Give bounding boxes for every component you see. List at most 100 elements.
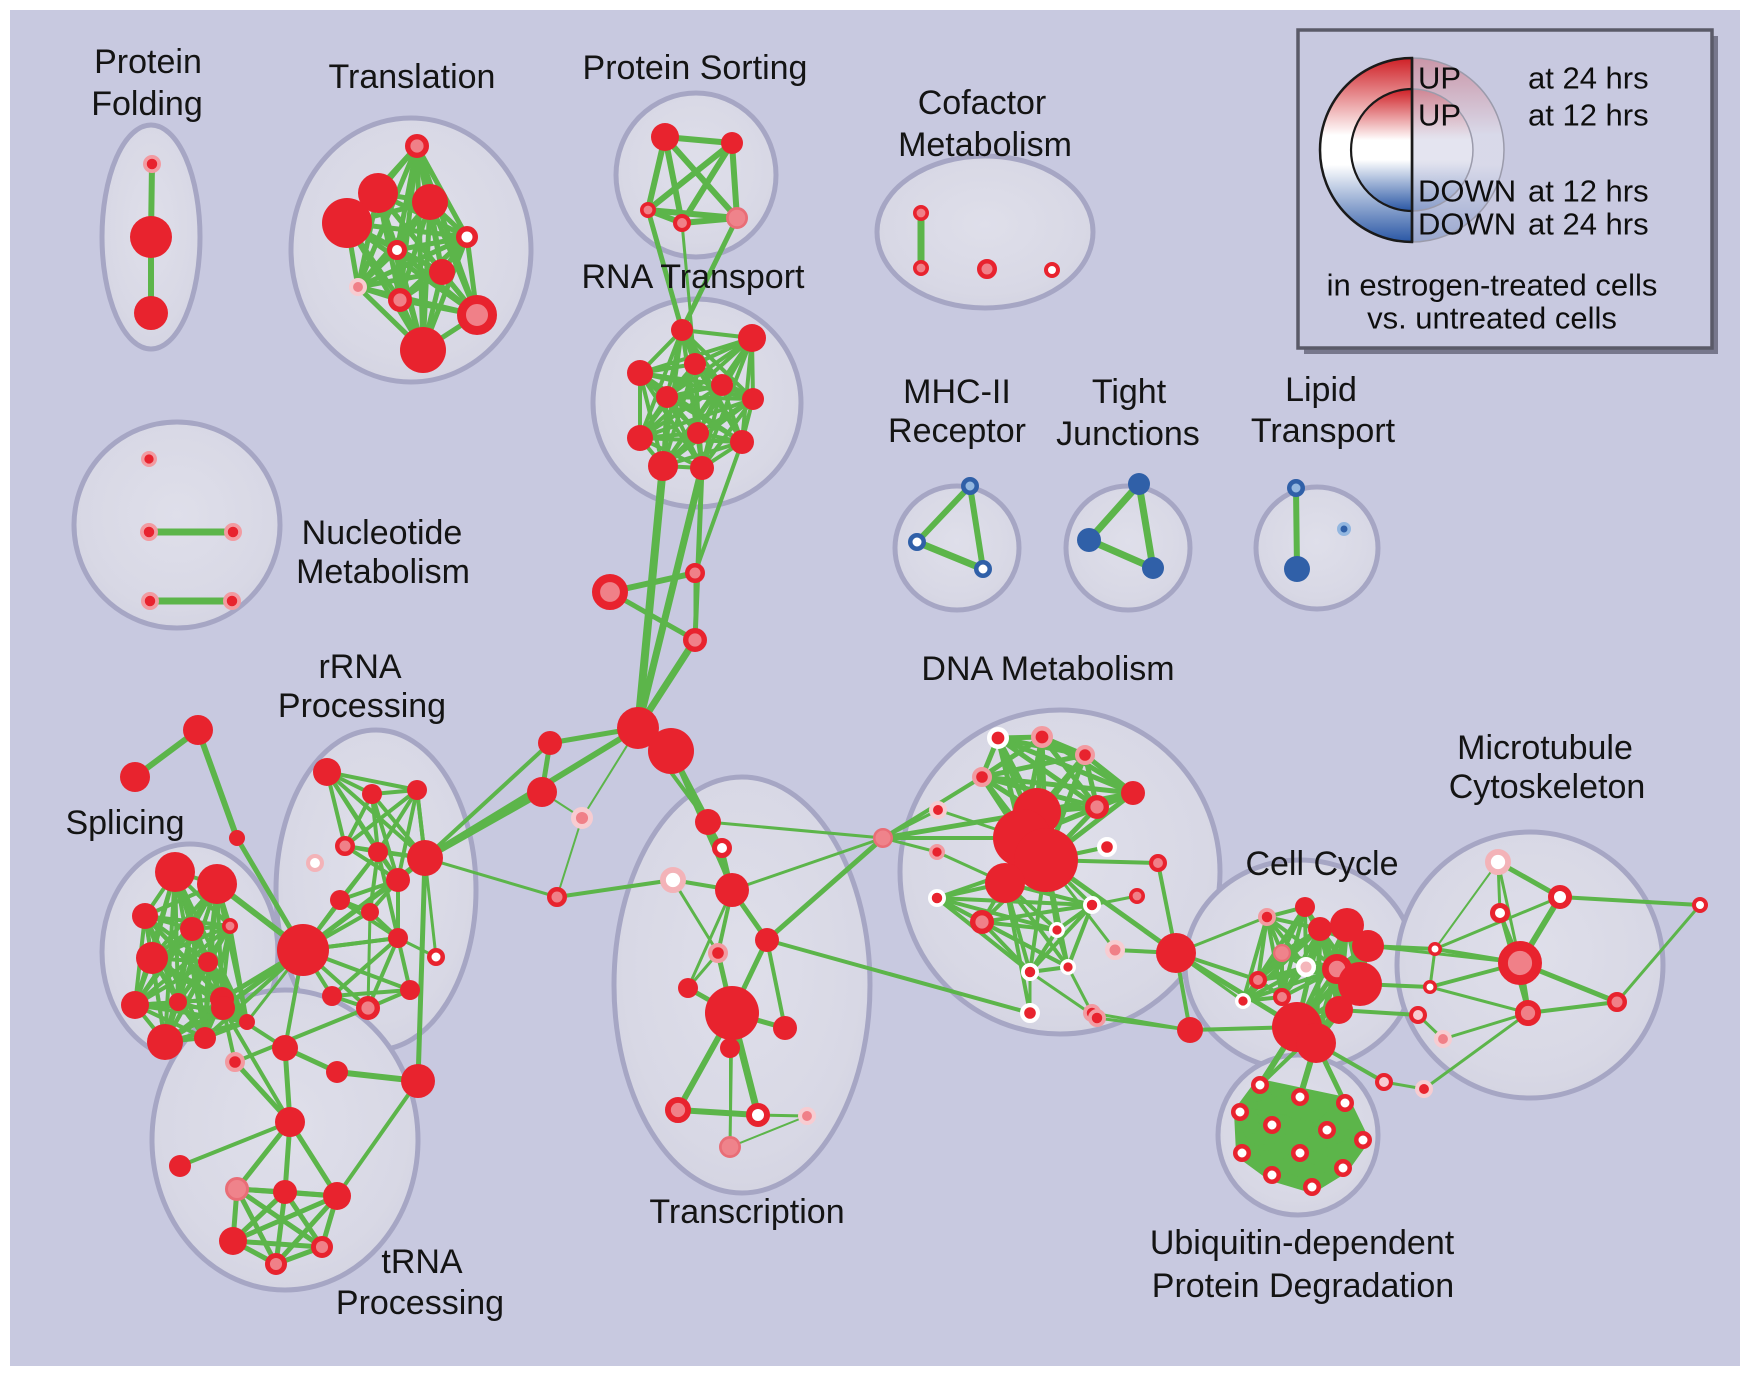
network-edge [634, 464, 706, 732]
legend-down12-time: at 12 hrs [1528, 174, 1649, 209]
network-node [1415, 1080, 1434, 1099]
network-node [330, 890, 350, 910]
network-edge [230, 1238, 325, 1250]
network-edge [979, 734, 1045, 780]
network-edge [228, 924, 249, 1024]
network-node [223, 523, 242, 542]
network-node [1031, 725, 1054, 748]
network-edge [376, 850, 400, 940]
network-edge [423, 856, 559, 899]
network-edge [221, 1006, 292, 1124]
network-edge [1090, 1011, 1192, 1032]
cluster-label-cc: Cell Cycle [1245, 845, 1398, 883]
network-node [1273, 944, 1291, 962]
legend-graphic [1296, 28, 1718, 354]
network-edge [675, 1107, 761, 1118]
network-node [361, 903, 379, 921]
cluster-label-mt: Cytoskeleton [1449, 768, 1646, 806]
network-node [648, 728, 694, 774]
network-node [912, 205, 929, 222]
network-node [1273, 988, 1292, 1007]
network-node [651, 123, 679, 151]
network-node [427, 948, 445, 966]
network-node [1434, 1030, 1453, 1049]
network-node [659, 866, 686, 893]
cluster-label-cof: Cofactor [918, 84, 1047, 122]
network-node [719, 1136, 741, 1158]
network-edge [765, 938, 787, 1030]
network-edge [273, 1189, 288, 1267]
network-edge [133, 960, 210, 1007]
cluster-label-mhc: Receptor [888, 412, 1026, 450]
network-edge [273, 1193, 340, 1267]
network-edge [195, 727, 240, 841]
network-node [348, 277, 367, 296]
network-node [730, 430, 754, 454]
network-node [1233, 1144, 1251, 1162]
network-node [275, 1107, 305, 1137]
cluster-region-mhc [892, 483, 1022, 613]
network-edge [1558, 895, 1702, 907]
network-node [570, 806, 593, 829]
network-node [1044, 262, 1060, 278]
network-node [169, 993, 187, 1011]
network-edge [881, 808, 940, 840]
network-edge [662, 134, 685, 226]
network-node [386, 868, 410, 892]
network-node [387, 240, 407, 260]
network-node [155, 852, 195, 892]
network-node [1019, 1002, 1040, 1023]
network-node [412, 184, 448, 220]
network-node [1231, 1103, 1249, 1121]
network-node [873, 828, 893, 848]
network-node [222, 917, 239, 934]
network-node [912, 259, 929, 276]
network-node [1337, 522, 1351, 536]
cluster-label-trna: Processing [336, 1284, 504, 1322]
cluster-label-pf: Folding [91, 85, 203, 123]
network-edge [935, 896, 1094, 907]
network-node [671, 319, 693, 341]
network-node [273, 1180, 297, 1204]
network-edge [638, 383, 724, 440]
network-node [773, 1016, 797, 1040]
network-edge [765, 938, 1032, 1015]
network-node [673, 213, 692, 232]
network-node [547, 887, 567, 907]
cluster-region-lip [1253, 484, 1381, 612]
network-node [738, 324, 766, 352]
network-node [400, 980, 420, 1000]
cluster-region-tj [1063, 483, 1193, 613]
network-node [538, 731, 562, 755]
network-edge [979, 752, 1088, 780]
network-node [1352, 930, 1384, 962]
network-node [1338, 962, 1382, 1006]
legend-halfdisc-right [1411, 88, 1474, 212]
network-node [456, 226, 478, 248]
network-edge [679, 140, 735, 226]
cluster-label-ub: Ubiquitin-dependent [1150, 1224, 1455, 1262]
network-node [1334, 1159, 1352, 1177]
network-node [1235, 992, 1252, 1009]
network-node [1354, 1131, 1372, 1149]
network-edge [729, 140, 740, 221]
network-node [678, 978, 698, 998]
network-node [405, 133, 430, 158]
network-nodes-layer [120, 123, 1708, 1275]
network-node [140, 592, 159, 611]
network-edge [706, 820, 885, 840]
network-node [1291, 1144, 1309, 1162]
network-node [1105, 940, 1125, 960]
network-node [140, 450, 157, 467]
cluster-label-ub: Protein Degradation [1152, 1267, 1454, 1305]
network-node [715, 873, 749, 907]
network-edge [556, 817, 583, 898]
legend-up12-time: at 12 hrs [1528, 98, 1649, 133]
cluster-label-trans: Transcription [649, 1193, 844, 1231]
legend-up12-label: UP [1418, 98, 1461, 133]
network-edge [335, 1079, 420, 1198]
network-edge [979, 774, 1136, 796]
cluster-label-tj: Junctions [1056, 415, 1200, 453]
network-node [368, 842, 388, 862]
